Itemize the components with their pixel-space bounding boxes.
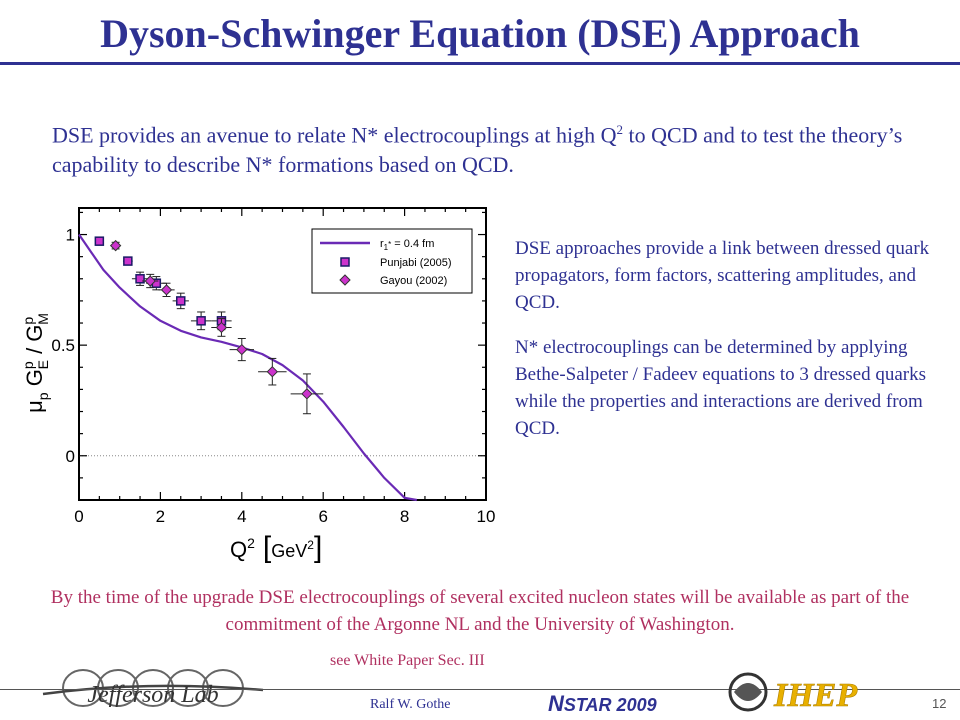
- jlab-ring-3-icon: [132, 669, 174, 707]
- conference-rest: STAR 2009: [563, 695, 657, 715]
- diamond-marker: [144, 275, 156, 287]
- diamond-marker: [215, 321, 228, 334]
- ihep-logo-text: IHEP: [773, 677, 857, 714]
- gayou-data-point: [290, 373, 324, 415]
- punjabi-data-point: [94, 236, 105, 246]
- footer-author: Ralf W. Gothe: [370, 697, 451, 712]
- jefferson-lab-logo: Jefferson Lab: [42, 669, 264, 708]
- diamond-marker: [301, 388, 313, 400]
- x-tick-label: 0: [74, 507, 83, 526]
- x-tick-label: 8: [400, 507, 409, 526]
- punjabi-data-point: [190, 311, 212, 331]
- gayou-data-point: [158, 282, 175, 297]
- footer-divider: [0, 689, 960, 690]
- punjabi-data-point: [122, 256, 133, 266]
- square-marker: [176, 296, 186, 306]
- chart-legend: r1* = 0.4 fm Punjabi (2005) Gayou (2002): [311, 228, 473, 294]
- intro-superscript: 2: [616, 122, 624, 137]
- intro-part2: to QCD and to test the theory’s capabili…: [52, 122, 903, 178]
- page-number: 12: [932, 696, 947, 711]
- square-marker: [94, 236, 105, 246]
- punjabi-data-point: [172, 292, 189, 310]
- slide-title: Dyson-Schwinger Equation (DSE) Approach: [100, 11, 860, 56]
- legend-diamond-marker: [339, 274, 351, 286]
- diamond-marker: [160, 284, 173, 296]
- side-paragraph-1: DSE approaches provide a link between dr…: [515, 238, 930, 313]
- jlab-logo-text: Jefferson Lab: [87, 682, 218, 708]
- gayou-data-point: [142, 273, 159, 289]
- y-axis-label: μp GpE / GpM: [20, 313, 51, 413]
- footer-conference: NSTAR 2009: [548, 691, 657, 717]
- x-tick-label: 2: [156, 507, 165, 526]
- square-marker: [135, 274, 145, 284]
- see-reference: see White Paper Sec. III: [330, 652, 485, 669]
- punjabi-data-point: [131, 271, 149, 286]
- square-marker: [196, 316, 206, 326]
- y-tick-label: 0.5: [51, 336, 75, 355]
- diamond-marker: [236, 343, 248, 356]
- legend-series-2-label: Gayou (2002): [380, 275, 447, 287]
- y-tick-label: 1: [66, 226, 75, 245]
- y-tick-label: 0: [66, 447, 75, 466]
- ihep-emblem-icon: [728, 672, 768, 712]
- intro-part1: DSE provides an avenue to relate N* elec…: [52, 122, 617, 148]
- conference-initial: N: [548, 691, 564, 716]
- legend-box: [311, 228, 473, 294]
- gayou-data-point: [258, 357, 287, 386]
- x-axis-label: Q2 [GeV2]: [230, 531, 322, 564]
- side-text: DSE approaches provide a link between dr…: [515, 235, 935, 460]
- x-tick-label: 10: [477, 507, 496, 526]
- x-tick-label: 6: [318, 507, 327, 526]
- legend-curve-label: r1* = 0.4 fm: [380, 238, 434, 252]
- x-tick-label: 4: [237, 507, 246, 526]
- square-marker: [123, 256, 133, 266]
- jlab-swoosh-icon: [42, 684, 264, 696]
- gayou-data-point: [229, 338, 255, 362]
- side-paragraph-2: N* electrocouplings can be determined by…: [515, 337, 927, 439]
- gayou-data-point: [211, 318, 232, 337]
- legend-square-marker: [340, 257, 350, 267]
- ihep-logo: IHEP: [728, 672, 858, 714]
- form-factor-chart: 0 2 4 6 8 10 0 0.5 1 r1* = 0.4 fm Punjabi (2005)…: [20, 207, 496, 564]
- bottom-text: By the time of the upgrade DSE electroco…: [50, 587, 910, 635]
- intro-text: DSE provides an avenue to relate N* elec…: [52, 115, 912, 180]
- diamond-marker: [109, 239, 122, 252]
- ihep-swirl-icon: [734, 683, 762, 701]
- title-divider: [0, 62, 960, 65]
- gayou-data-point: [109, 239, 122, 252]
- jlab-ring-4-icon: [167, 669, 209, 707]
- legend-series-1-label: Punjabi (2005): [380, 257, 452, 269]
- diamond-marker: [266, 365, 279, 378]
